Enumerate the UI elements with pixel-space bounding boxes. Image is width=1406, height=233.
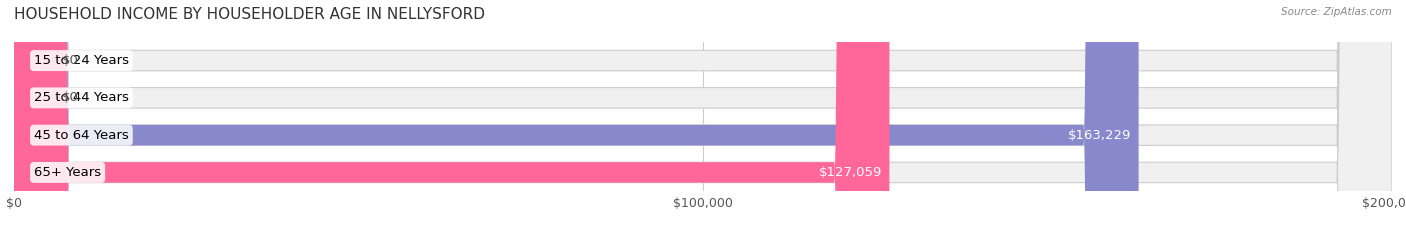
FancyBboxPatch shape xyxy=(14,0,1392,233)
Text: HOUSEHOLD INCOME BY HOUSEHOLDER AGE IN NELLYSFORD: HOUSEHOLD INCOME BY HOUSEHOLDER AGE IN N… xyxy=(14,7,485,22)
Text: 45 to 64 Years: 45 to 64 Years xyxy=(34,129,129,142)
Text: $0: $0 xyxy=(62,54,79,67)
Text: 25 to 44 Years: 25 to 44 Years xyxy=(34,91,129,104)
Text: Source: ZipAtlas.com: Source: ZipAtlas.com xyxy=(1281,7,1392,17)
FancyBboxPatch shape xyxy=(14,0,1139,233)
Text: $163,229: $163,229 xyxy=(1069,129,1132,142)
Text: $127,059: $127,059 xyxy=(820,166,883,179)
FancyBboxPatch shape xyxy=(14,0,1392,233)
Text: $0: $0 xyxy=(62,91,79,104)
FancyBboxPatch shape xyxy=(14,0,1392,233)
FancyBboxPatch shape xyxy=(14,0,890,233)
Text: 15 to 24 Years: 15 to 24 Years xyxy=(34,54,129,67)
Text: 65+ Years: 65+ Years xyxy=(34,166,101,179)
FancyBboxPatch shape xyxy=(14,0,1392,233)
